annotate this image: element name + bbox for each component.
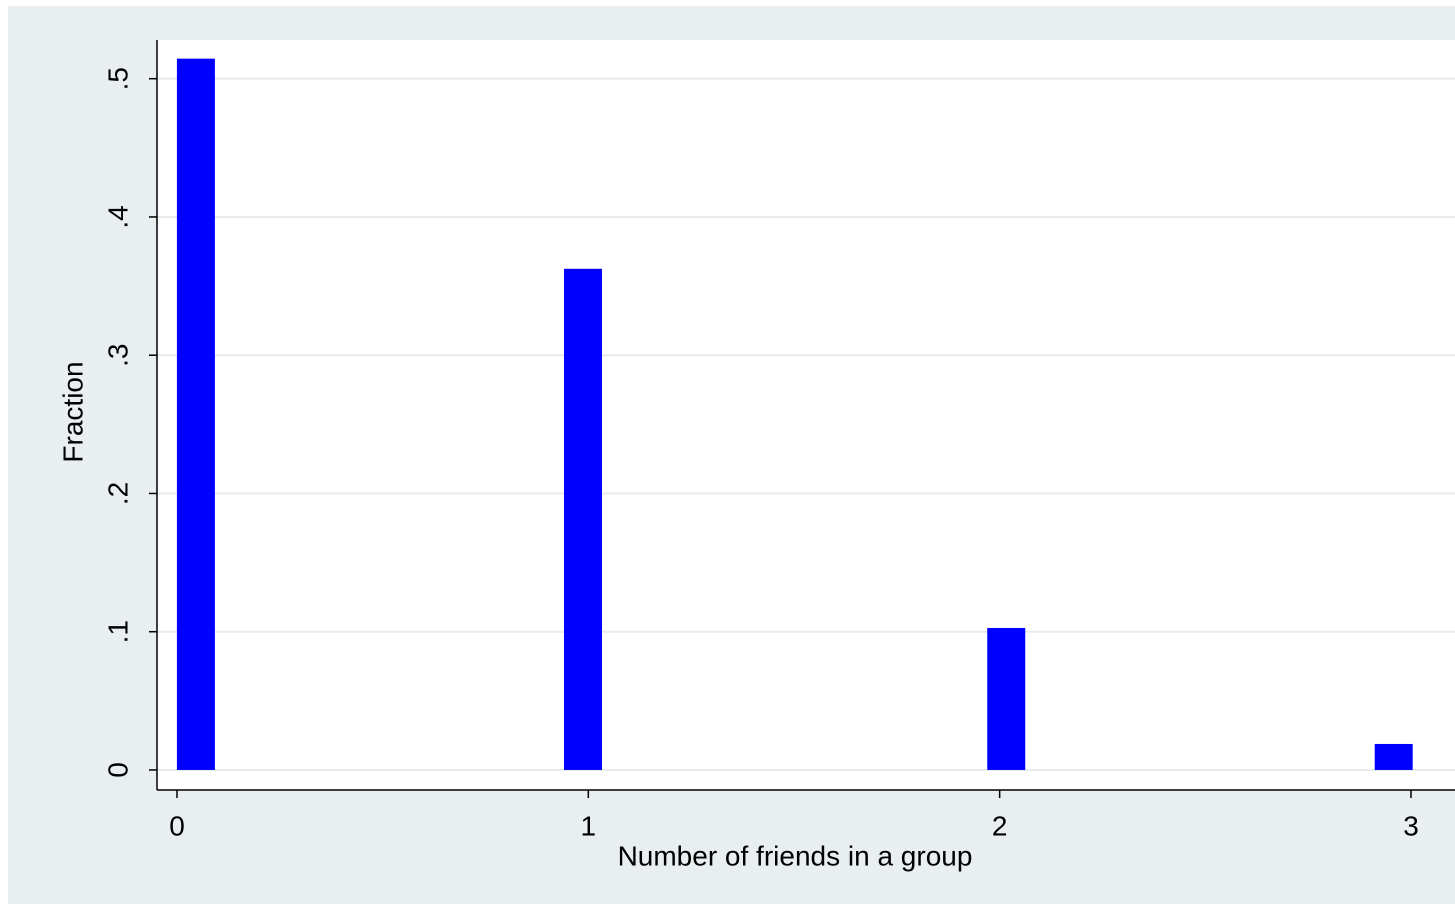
x-axis-title: Number of friends in a group xyxy=(618,840,973,871)
bar xyxy=(987,627,1026,770)
x-tick-label: 3 xyxy=(1403,810,1419,841)
bar xyxy=(563,268,602,770)
y-tick-label: .2 xyxy=(102,482,133,505)
y-tick-label: .5 xyxy=(102,67,133,90)
y-tick-label: 0 xyxy=(102,762,133,778)
y-tick-label: .3 xyxy=(102,344,133,367)
x-tick-label: 1 xyxy=(581,810,597,841)
y-tick-label: .4 xyxy=(102,205,133,228)
y-tick-label: .1 xyxy=(102,620,133,643)
y-axis-title: Fraction xyxy=(57,361,88,462)
bar xyxy=(176,58,215,770)
plot-region xyxy=(157,40,1455,790)
x-tick-label: 2 xyxy=(992,810,1008,841)
bar xyxy=(1374,743,1413,770)
x-tick-label: 0 xyxy=(169,810,185,841)
